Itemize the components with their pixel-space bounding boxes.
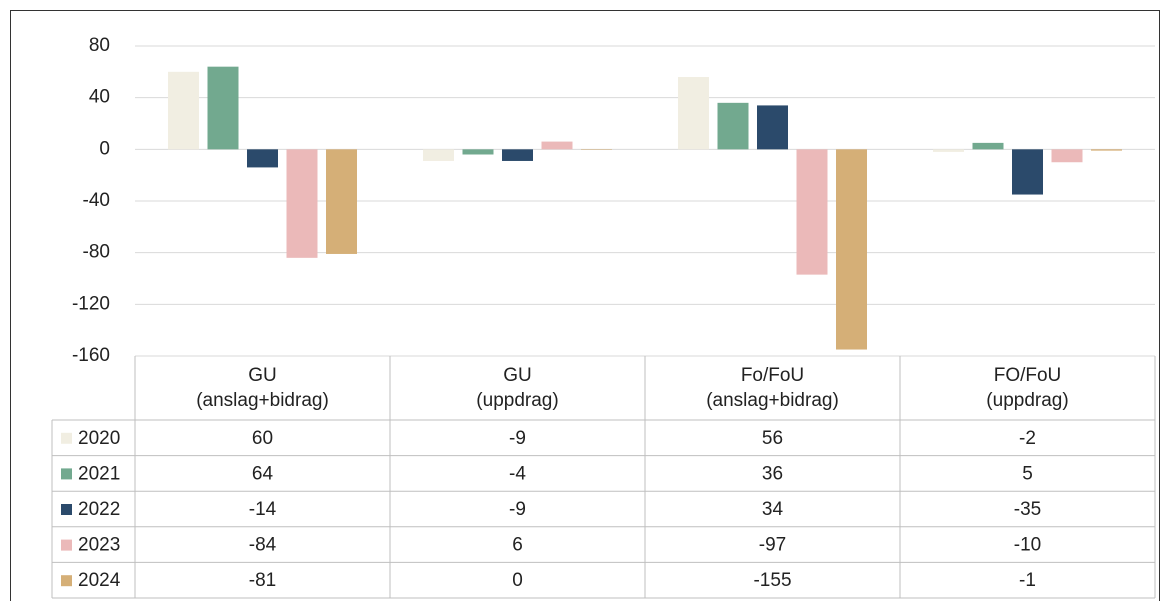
- table-value: -1: [1019, 570, 1036, 591]
- table-value: 36: [762, 463, 783, 484]
- table-value: 34: [762, 499, 784, 520]
- table-value: -35: [1014, 499, 1041, 520]
- bar: [581, 149, 612, 150]
- y-tick-label: 0: [99, 138, 110, 159]
- table-value: 5: [1022, 463, 1033, 484]
- y-tick-label: 40: [89, 87, 110, 108]
- legend-label: 2024: [78, 570, 121, 591]
- bar: [757, 105, 788, 150]
- table-value: -155: [753, 570, 791, 591]
- bar: [836, 149, 867, 350]
- legend-label: 2023: [78, 535, 120, 556]
- frame: [10, 10, 1160, 601]
- bar: [1012, 149, 1043, 195]
- legend-label: 2021: [78, 463, 120, 484]
- legend-swatch: [61, 504, 72, 515]
- bar: [247, 149, 278, 168]
- bar: [168, 71, 199, 150]
- legend-label: 2020: [78, 428, 120, 449]
- bar: [1051, 149, 1083, 163]
- table-value: -10: [1014, 535, 1041, 556]
- table-value: 60: [252, 428, 273, 449]
- bar: [717, 102, 749, 150]
- legend-swatch: [61, 468, 72, 480]
- table-value: 56: [762, 428, 783, 449]
- table-value: 0: [512, 570, 523, 591]
- table-value: -14: [249, 499, 277, 520]
- table-value: -84: [249, 535, 277, 556]
- bar: [933, 149, 964, 152]
- bar: [796, 149, 828, 275]
- x-tick-label: GU (uppdrag): [476, 365, 559, 411]
- bar: [286, 149, 318, 258]
- legend-label: 2022: [78, 499, 120, 520]
- bar: [972, 142, 1004, 150]
- y-tick-label: -40: [83, 190, 110, 211]
- x-tick-label: FO/FoU (uppdrag): [986, 365, 1069, 411]
- bar: [462, 149, 494, 155]
- table-value: -9: [509, 428, 526, 449]
- bar: [207, 66, 239, 150]
- legend-swatch: [61, 575, 72, 587]
- table-value: -97: [759, 535, 786, 556]
- table-value: -9: [509, 499, 526, 520]
- table-value: -4: [509, 463, 526, 484]
- bar: [678, 77, 709, 150]
- table-value: -81: [249, 570, 276, 591]
- y-tick-label: -160: [72, 345, 110, 366]
- table-value: -2: [1019, 428, 1036, 449]
- y-tick-label: 80: [89, 35, 110, 56]
- table-value: 64: [252, 463, 274, 484]
- legend-swatch: [61, 539, 72, 551]
- y-tick-label: -120: [72, 293, 110, 314]
- x-tick-label: Fo/FoU (anslag+bidrag): [706, 365, 839, 411]
- legend-swatch: [61, 432, 72, 444]
- bar: [541, 141, 573, 150]
- bar: [1091, 149, 1122, 151]
- table-value: 6: [512, 535, 523, 556]
- y-tick-label: -80: [83, 242, 110, 263]
- bar: [326, 149, 357, 254]
- bar: [502, 149, 533, 161]
- x-tick-label: GU (anslag+bidrag): [196, 365, 329, 411]
- bar: [423, 149, 454, 161]
